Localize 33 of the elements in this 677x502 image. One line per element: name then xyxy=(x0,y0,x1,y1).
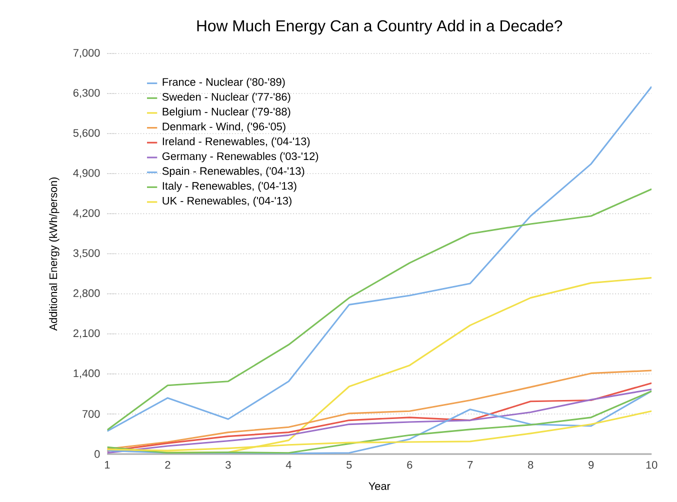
x-tick-label: 7 xyxy=(468,461,473,469)
y-tick-label: 3,500 xyxy=(73,249,100,258)
x-tick-label: 2 xyxy=(165,461,170,469)
y-tick-label: 2,800 xyxy=(73,289,100,298)
legend-label: Spain - Renewables, ('04-'13) xyxy=(162,166,304,178)
chart-title: How Much Energy Can a Country Add in a Decade? xyxy=(197,20,562,35)
x-tick-label: 5 xyxy=(346,461,352,469)
legend-label: France - Nuclear ('80-'89) xyxy=(162,78,285,88)
x-tick-label: 8 xyxy=(528,461,534,469)
legend-label: Belgium - Nuclear ('79-'88) xyxy=(162,108,290,118)
y-tick-label: 6,300 xyxy=(73,89,100,98)
x-tick-label: 9 xyxy=(588,461,594,469)
y-tick-label: 4,900 xyxy=(73,169,100,178)
y-tick-label: 2,100 xyxy=(73,329,100,338)
legend-label: Germany - Renewables ('03-'12) xyxy=(162,152,318,162)
legend-label: UK - Renewables, ('04-'13) xyxy=(162,196,292,207)
legend-label: Sweden - Nuclear ('77-'86) xyxy=(162,92,290,103)
legend-label: Italy - Renewables, ('04-'13) xyxy=(162,182,296,192)
x-tick-label: 3 xyxy=(226,461,231,469)
legend-label: Ireland - Renewables, ('04-'13) xyxy=(162,137,310,148)
y-axis-title: Additional Energy (kWh/person) xyxy=(49,177,60,331)
y-tick-label: 700 xyxy=(82,410,100,418)
legend-label: Denmark - Wind, ('96-'05) xyxy=(162,122,286,133)
x-tick-label: 10 xyxy=(646,461,658,469)
y-tick-label: 4,200 xyxy=(73,209,100,218)
x-axis-title: Year xyxy=(368,482,390,490)
y-tick-label: 7,000 xyxy=(73,48,100,58)
x-tick-label: 1 xyxy=(105,461,110,469)
y-tick-label: 1,400 xyxy=(74,369,100,378)
x-tick-label: 4 xyxy=(286,461,292,469)
x-tick-label: 6 xyxy=(407,461,412,469)
y-tick-label: 0 xyxy=(94,450,100,458)
y-tick-label: 5,600 xyxy=(73,129,100,138)
